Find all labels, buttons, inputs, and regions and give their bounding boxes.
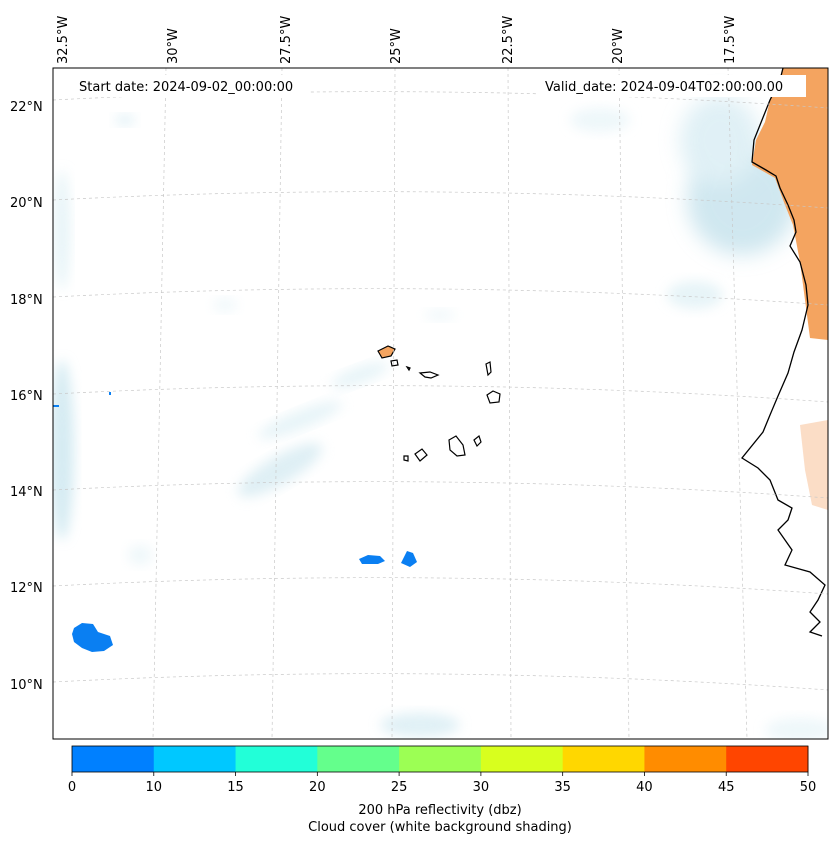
- colorbar-segments: [72, 746, 809, 772]
- reflectivity-echoes: [53, 392, 417, 652]
- colorbar-tick-label: 50: [800, 780, 817, 795]
- gridline-lon: [271, 68, 283, 739]
- gridlines: [53, 68, 828, 739]
- gridline-lon: [391, 68, 396, 739]
- island-boa-vista: [486, 390, 501, 404]
- cloud-patch: [680, 95, 760, 185]
- reflectivity-land-area: [752, 68, 828, 340]
- cloud-patch: [54, 170, 70, 290]
- start-date-label: Start date: 2024-09-02_00:00:00: [79, 80, 293, 95]
- cloud-patch: [380, 713, 460, 737]
- gridline-lon: [727, 68, 748, 739]
- map-frame: [52, 67, 829, 740]
- colorbar-tick-label: 25: [391, 780, 408, 795]
- gridline-lat: [53, 577, 828, 595]
- lon-label: 25°W: [389, 28, 404, 64]
- colorbar-tick-label: 10: [146, 780, 163, 795]
- gridline-lat: [53, 191, 828, 209]
- echo-blob: [401, 551, 417, 567]
- cloud-patch: [237, 443, 323, 497]
- cloud-patch: [53, 360, 74, 540]
- cloud-cover-shading: [53, 95, 828, 739]
- island-maio: [473, 434, 482, 448]
- valid-date-label: Valid_date: 2024-09-04T02:00:00.00: [545, 80, 783, 95]
- echo-blob: [72, 623, 113, 652]
- island-santa-luzia: [405, 365, 411, 372]
- gridline-lon: [618, 68, 630, 739]
- island-santo-antao: [377, 345, 396, 359]
- gridline-lon: [152, 68, 167, 739]
- colorbar-segment: [317, 746, 400, 772]
- colorbar-label-line1: 200 hPa reflectivity (dbz): [358, 803, 521, 818]
- colorbar-label-line2: Cloud cover (white background shading): [308, 820, 572, 835]
- lon-label: 32.5°W: [56, 16, 71, 64]
- reflectivity-land-area: [800, 420, 828, 510]
- colorbar-tick-label: 45: [718, 780, 735, 795]
- lat-label: 10°N: [10, 678, 43, 693]
- africa-coastline: [741, 68, 826, 637]
- colorbar-frame: [71, 745, 809, 773]
- gridline-lon: [507, 68, 512, 739]
- lon-label: 22.5°W: [501, 16, 516, 64]
- gridline-lat: [53, 673, 828, 691]
- echo-blob: [359, 555, 385, 564]
- island-brava: [403, 455, 409, 462]
- gridline-lat: [53, 385, 828, 403]
- island-fogo: [414, 448, 428, 462]
- colorbar-segment: [644, 746, 727, 772]
- colorbar: 0 10 15 20 25 30 35 40 45 50 200 hPa reflectivity…: [68, 745, 816, 835]
- island-sao-nicolau: [418, 371, 440, 379]
- cloud-patch: [258, 401, 342, 439]
- gridline-lat: [53, 481, 828, 499]
- colorbar-segment: [726, 746, 809, 772]
- colorbar-segment: [562, 746, 645, 772]
- cloud-patch: [331, 362, 389, 388]
- colorbar-tick-label: 20: [309, 780, 326, 795]
- island-sao-vicente: [390, 359, 399, 367]
- lon-label: 20°W: [611, 28, 626, 64]
- colorbar-ticks: 0 10 15 20 25 30 35 40 45 50: [68, 772, 816, 795]
- echo-speck: [109, 392, 111, 395]
- colorbar-tick-label: 35: [554, 780, 571, 795]
- lon-label: 17.5°W: [723, 16, 738, 64]
- lon-label: 30°W: [166, 28, 181, 64]
- lat-label: 22°N: [10, 100, 43, 115]
- map-panel: Start date: 2024-09-02_00:00:00 Valid_da…: [52, 67, 829, 740]
- african-coast-shading: [752, 68, 828, 510]
- lat-label: 16°N: [10, 389, 43, 404]
- island-santiago: [448, 435, 466, 457]
- lat-label: 20°N: [10, 196, 43, 211]
- start-date-box: [72, 75, 310, 97]
- gridline-lat: [53, 288, 828, 306]
- lat-tick-labels: 22°N 20°N 18°N 16°N 14°N 12°N 10°N: [10, 100, 43, 693]
- cloud-patch: [425, 310, 455, 320]
- colorbar-tick-label: 40: [636, 780, 653, 795]
- colorbar-segment: [153, 746, 237, 772]
- cape-verde-islands: [377, 345, 501, 462]
- colorbar-segment: [235, 746, 318, 772]
- cloud-patch: [213, 299, 237, 311]
- cloud-patch: [115, 115, 135, 125]
- lon-label: 27.5°W: [279, 16, 294, 64]
- cloud-patch: [765, 718, 828, 739]
- lat-label: 18°N: [10, 293, 43, 308]
- colorbar-segment: [399, 746, 482, 772]
- valid-date-box: [538, 75, 806, 97]
- colorbar-tick-label: 30: [473, 780, 490, 795]
- cloud-patch: [570, 108, 630, 132]
- colorbar-segment: [480, 746, 564, 772]
- cloud-patch: [128, 545, 152, 565]
- lat-label: 14°N: [10, 485, 43, 500]
- colorbar-tick-label: 0: [68, 780, 76, 795]
- island-sal: [485, 361, 492, 377]
- colorbar-segment: [72, 746, 155, 772]
- cloud-patch: [667, 281, 723, 309]
- colorbar-tick-label: 15: [227, 780, 244, 795]
- lon-tick-labels: 32.5°W 30°W 27.5°W 25°W 22.5°W 20°W 17.5…: [56, 16, 738, 64]
- echo-speck: [53, 405, 59, 407]
- lat-label: 12°N: [10, 581, 43, 596]
